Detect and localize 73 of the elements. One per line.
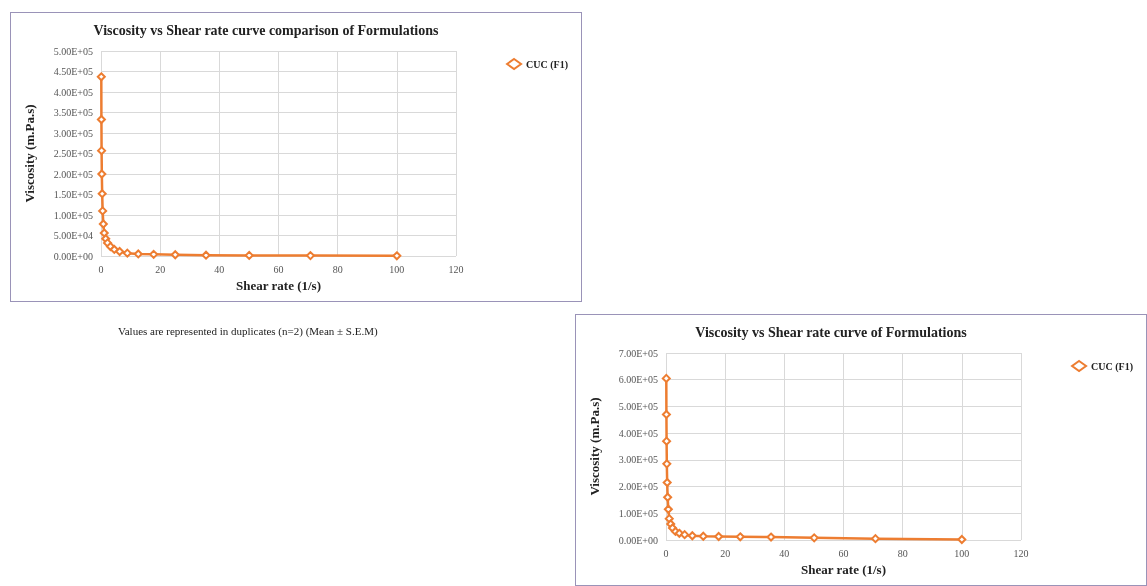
y-tick-label: 5.00E+05	[618, 400, 658, 412]
y-tick-label: 2.50E+05	[53, 148, 93, 159]
y-tick-label: 0.00E+00	[53, 250, 93, 262]
x-tick-label: 60	[838, 547, 849, 559]
point	[305, 251, 315, 261]
y-tick-label: 1.50E+05	[53, 189, 93, 200]
x-axis-title: Shear rate (1/s)	[801, 561, 886, 577]
y-tick-label: 4.00E+05	[53, 86, 93, 98]
x-tick-label: 120	[1013, 547, 1029, 559]
point	[687, 531, 697, 541]
point	[663, 492, 673, 502]
y-tick-label: 2.00E+05	[618, 481, 658, 493]
legend-label: CUC (F1)	[526, 58, 568, 71]
x-axis-title: Shear rate (1/s)	[236, 277, 321, 293]
y-tick-label: 4.50E+05	[53, 66, 93, 77]
point	[122, 248, 132, 258]
x-tick-label: 0	[663, 547, 669, 559]
point	[698, 531, 708, 541]
text: Values are represented in duplicates (n=2) (Mean ± S.E.M)	[118, 325, 378, 337]
point	[870, 534, 880, 544]
point	[96, 72, 106, 82]
x-tick-label: 100	[389, 263, 405, 275]
y-tick-label: 3.00E+05	[53, 127, 93, 139]
y-tick-label: 3.50E+05	[53, 107, 93, 118]
y-tick-label: 4.00E+05	[618, 427, 658, 439]
point	[809, 533, 819, 543]
point	[957, 534, 967, 544]
y-tick-label: 0.00E+00	[618, 534, 658, 546]
y-axis-title: Viscosity (m.Pa.s)	[22, 104, 37, 203]
x-tick-label: 100	[954, 547, 970, 559]
x-tick-label: 80	[897, 547, 908, 559]
point	[97, 169, 107, 179]
chart-title: Viscosity vs Shear rate curve comparison of Formulations	[93, 22, 439, 38]
y-tick-label: 3.00E+05	[618, 454, 658, 466]
x-tick-label: 80	[332, 263, 343, 275]
point	[661, 373, 671, 383]
point	[98, 219, 108, 229]
point	[663, 504, 673, 514]
x-tick-label: 40	[214, 263, 225, 275]
point	[133, 249, 143, 259]
x-tick-label: 20	[155, 263, 166, 275]
y-tick-label: 6.00E+05	[618, 374, 658, 386]
point	[201, 250, 211, 260]
point	[662, 436, 672, 446]
point	[714, 532, 724, 542]
point	[680, 530, 690, 540]
point	[97, 189, 107, 199]
point	[149, 249, 159, 259]
point	[735, 532, 745, 542]
point	[170, 250, 180, 260]
legend-label: CUC (F1)	[1091, 360, 1133, 373]
x-tick-label: 0	[98, 263, 104, 275]
y-tick-label: 1.00E+05	[53, 209, 93, 221]
y-tick-label: 2.00E+05	[53, 168, 93, 180]
point	[766, 532, 776, 542]
y-tick-label: 7.00E+05	[618, 347, 658, 359]
point	[662, 459, 672, 469]
point	[661, 409, 671, 419]
x-tick-label: 40	[779, 547, 790, 559]
x-tick-label: 60	[273, 263, 284, 275]
y-axis-title: Viscosity (m.Pa.s)	[587, 397, 602, 496]
x-tick-label: 20	[720, 547, 731, 559]
x-tick-label: 120	[448, 263, 464, 275]
point	[97, 146, 107, 156]
point	[96, 114, 106, 124]
y-tick-label: 5.00E+05	[53, 45, 93, 57]
y-tick-label: 5.00E+04	[53, 230, 93, 241]
point	[392, 251, 402, 261]
point	[662, 478, 672, 488]
point	[98, 206, 108, 216]
point	[244, 250, 254, 260]
chart-title: Viscosity vs Shear rate curve of Formulations	[695, 324, 968, 340]
y-tick-label: 1.00E+05	[618, 507, 658, 519]
